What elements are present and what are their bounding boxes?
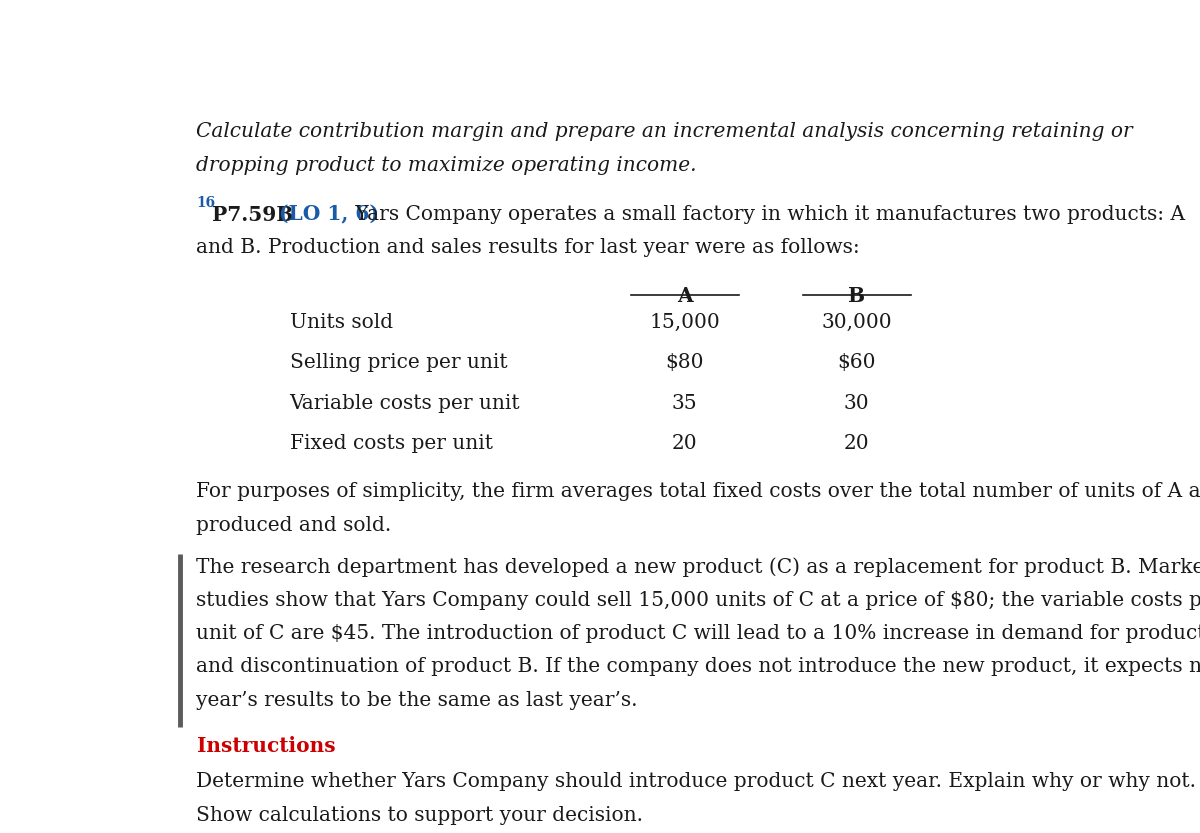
Text: Determine whether Yars Company should introduce product C next year. Explain why: Determine whether Yars Company should in…	[197, 772, 1196, 791]
Text: Units sold: Units sold	[289, 313, 392, 332]
Text: Calculate contribution margin and prepare an incremental analysis concerning ret: Calculate contribution margin and prepar…	[197, 122, 1133, 142]
Text: dropping product to maximize operating income.: dropping product to maximize operating i…	[197, 157, 697, 176]
Text: and discontinuation of product B. If the company does not introduce the new prod: and discontinuation of product B. If the…	[197, 657, 1200, 676]
Text: produced and sold.: produced and sold.	[197, 516, 391, 535]
Text: 16: 16	[197, 197, 216, 210]
Text: 30,000: 30,000	[822, 313, 892, 332]
Text: studies show that Yars Company could sell 15,000 units of C at a price of $80; t: studies show that Yars Company could sel…	[197, 591, 1200, 610]
Text: year’s results to be the same as last year’s.: year’s results to be the same as last ye…	[197, 691, 638, 710]
Text: Show calculations to support your decision.: Show calculations to support your decisi…	[197, 806, 643, 825]
Text: Instructions: Instructions	[197, 736, 335, 756]
Text: P7.59B: P7.59B	[212, 205, 294, 225]
Text: $60: $60	[838, 353, 876, 372]
Text: $80: $80	[666, 353, 704, 372]
Text: B: B	[848, 286, 865, 306]
Text: 15,000: 15,000	[649, 313, 720, 332]
Text: For purposes of simplicity, the firm averages total fixed costs over the total n: For purposes of simplicity, the firm ave…	[197, 482, 1200, 501]
Text: A: A	[677, 286, 692, 306]
Text: The research department has developed a new product (C) as a replacement for pro: The research department has developed a …	[197, 557, 1200, 577]
Text: Variable costs per unit: Variable costs per unit	[289, 394, 520, 412]
Text: 30: 30	[844, 394, 870, 412]
Text: 35: 35	[672, 394, 697, 412]
Text: Yars Company operates a small factory in which it manufactures two products: A: Yars Company operates a small factory in…	[349, 205, 1186, 223]
Text: 20: 20	[844, 434, 870, 453]
Text: unit of C are $45. The introduction of product C will lead to a 10% increase in : unit of C are $45. The introduction of p…	[197, 624, 1200, 643]
Text: Fixed costs per unit: Fixed costs per unit	[289, 434, 492, 453]
Text: Selling price per unit: Selling price per unit	[289, 353, 508, 372]
Text: and B. Production and sales results for last year were as follows:: and B. Production and sales results for …	[197, 238, 860, 257]
Text: (LO 1, 6): (LO 1, 6)	[280, 205, 379, 225]
Text: 20: 20	[672, 434, 697, 453]
